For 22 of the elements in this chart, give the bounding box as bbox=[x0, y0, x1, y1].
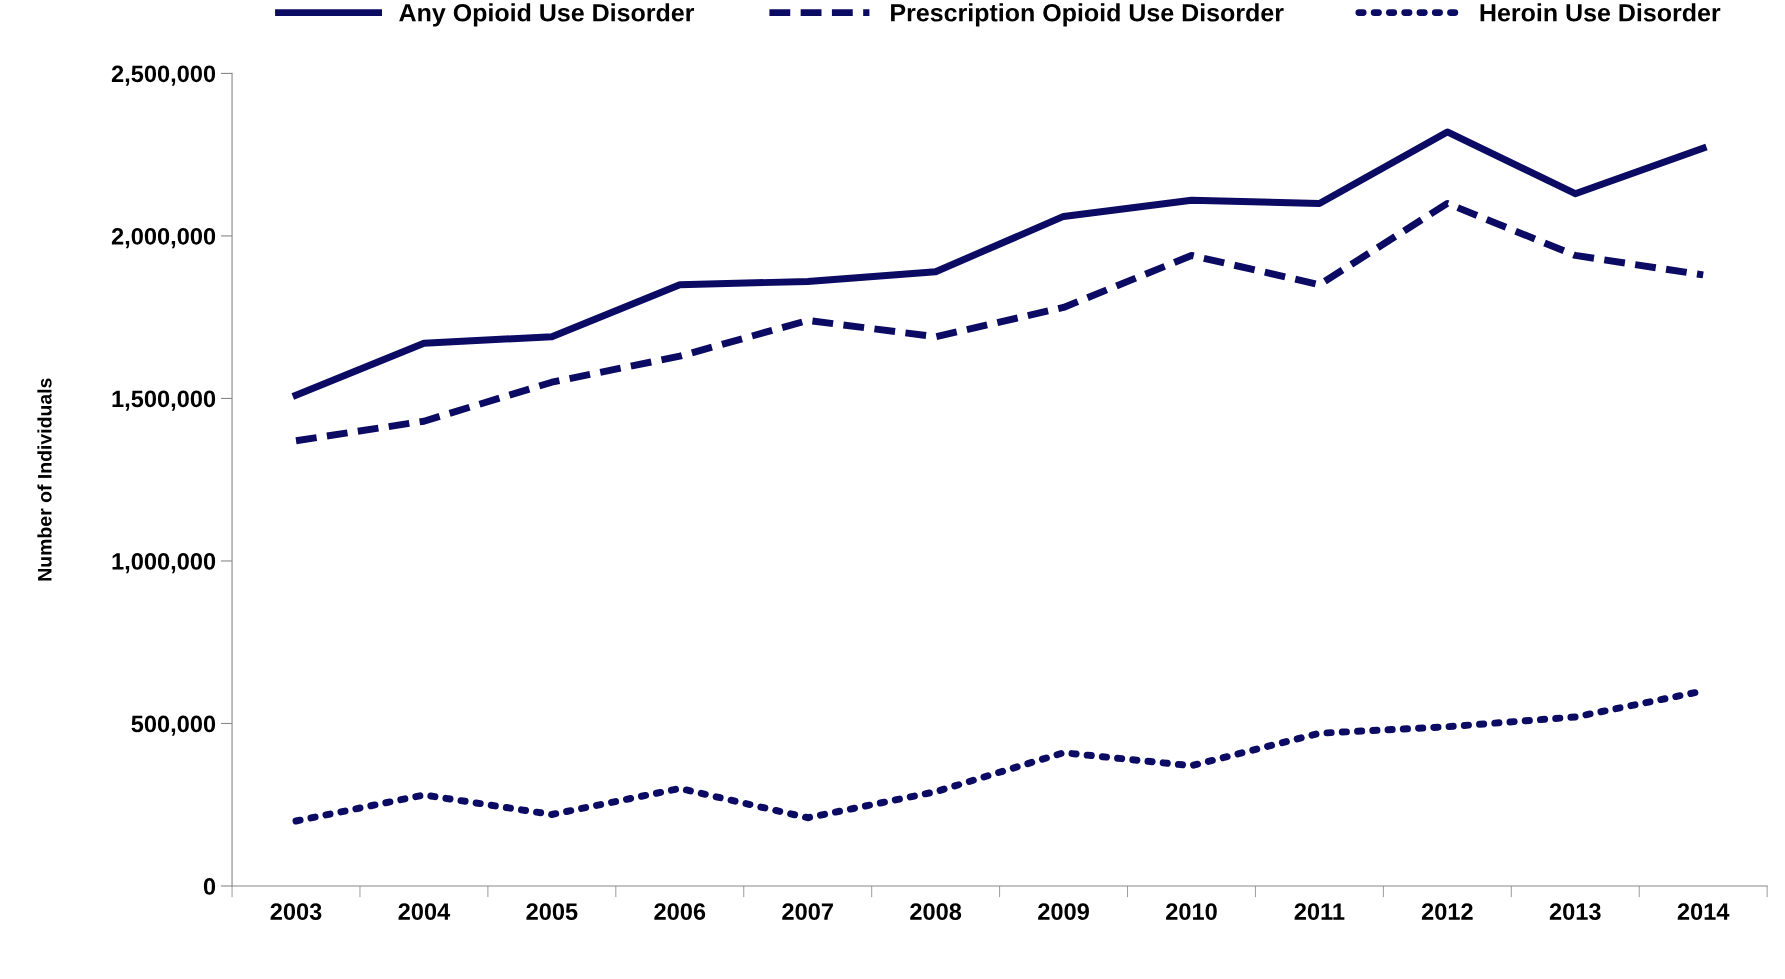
x-tick-label: 2008 bbox=[910, 903, 962, 920]
x-tick-label: 2007 bbox=[782, 903, 833, 920]
x-tick-label: 2013 bbox=[1549, 903, 1601, 921]
x-tick-label: 2006 bbox=[654, 903, 706, 920]
x-tick-label: 2012 bbox=[1421, 903, 1473, 920]
y-tick-label: 1,500,000 bbox=[112, 390, 216, 411]
x-tick-label: 2010 bbox=[1166, 903, 1217, 920]
legend-label: Any Opioid Use Disorder bbox=[399, 3, 695, 27]
y-tick-label: 2,000,000 bbox=[111, 228, 216, 249]
y-tick-label: 0 bbox=[203, 878, 216, 895]
x-tick-label: 2014 bbox=[1677, 903, 1730, 920]
y-tick-label: 500,000 bbox=[131, 715, 216, 736]
y-tick-label: 1,000,000 bbox=[112, 553, 216, 574]
x-tick-label: 2004 bbox=[398, 903, 451, 920]
x-tick-label: 2009 bbox=[1038, 903, 1089, 920]
legend-label: Prescription Opioid Use Disorder bbox=[891, 3, 1284, 27]
y-tick-label: 2,500,000 bbox=[111, 65, 216, 86]
x-tick-label: 2005 bbox=[526, 903, 578, 920]
legend-label: Heroin Use Disorder bbox=[1480, 3, 1721, 22]
x-tick-label: 2003 bbox=[270, 903, 322, 921]
y-axis-title: Number of Individuals bbox=[37, 378, 52, 581]
x-tick-label: 2011 bbox=[1294, 903, 1345, 920]
